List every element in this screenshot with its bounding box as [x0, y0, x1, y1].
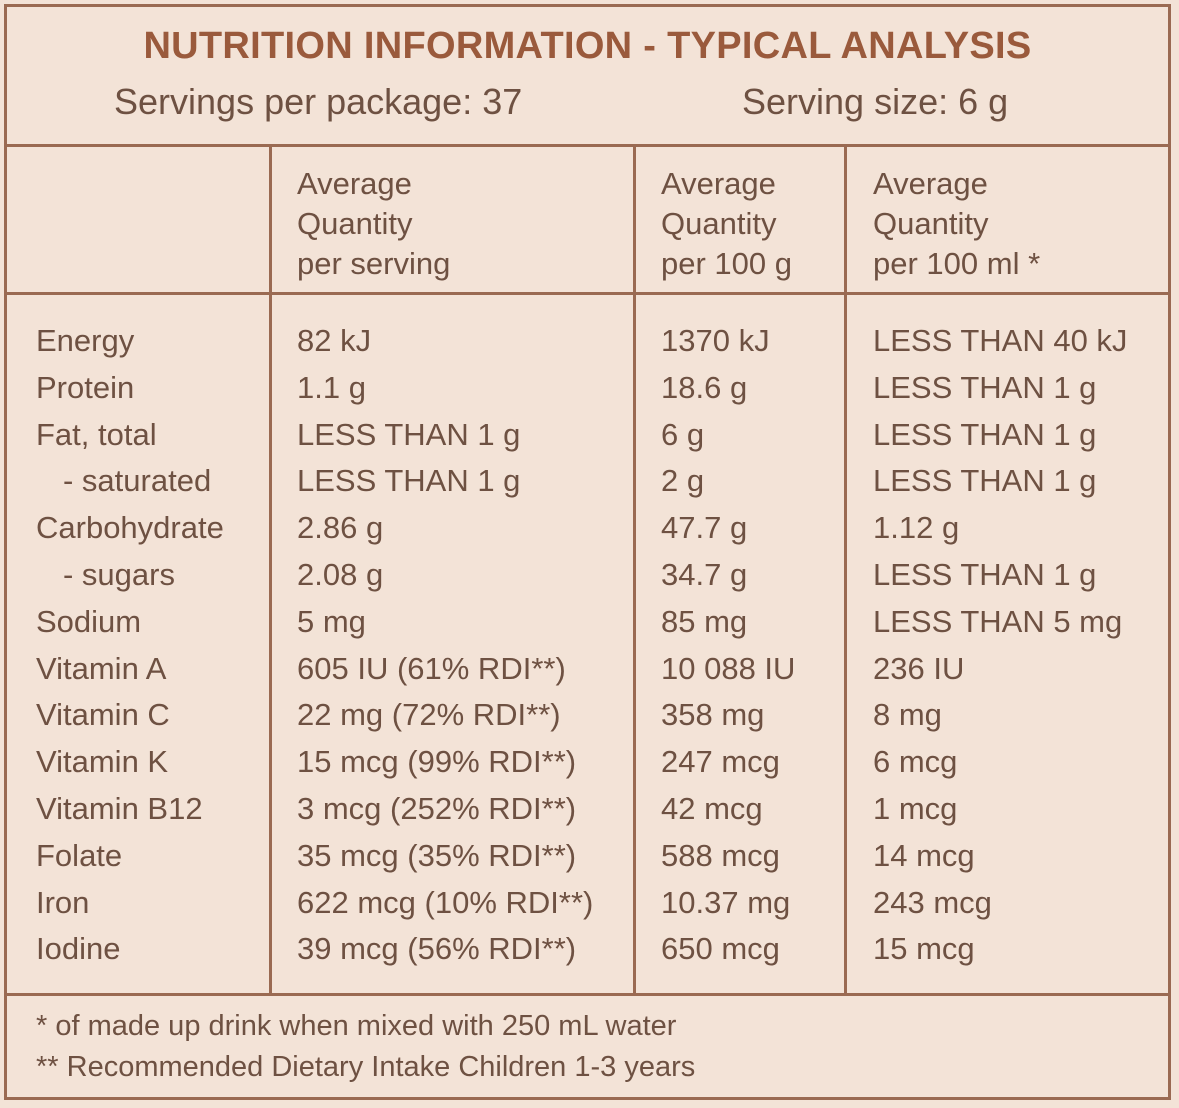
- value-per-100ml: LESS THAN 1 g: [873, 369, 1097, 405]
- column-header-line: Quantity: [873, 206, 989, 241]
- value-per-100g: 18.6 g: [661, 369, 748, 405]
- value-per-100g: 42 mcg: [661, 791, 763, 826]
- table-row: - saturated LESS THAN 1 g 2 g LESS THAN 1 g: [7, 457, 1168, 504]
- table-row: Vitamin B12 3 mcg (252% RDI**) 42 mcg 1 mcg: [7, 785, 1168, 832]
- value-per-100g: 588 mcg: [661, 837, 780, 873]
- divider-under-column-headers: [7, 292, 1168, 295]
- table-row: Iron 622 mcg (10% RDI**) 10.37 mg 243 mcg: [7, 879, 1168, 926]
- value-per-100g: 10 088 IU: [661, 650, 796, 686]
- value-per-serving: 622 mcg (10% RDI**): [297, 884, 594, 920]
- value-per-serving: 39 mcg (56% RDI**): [297, 931, 577, 967]
- nutrient-name: - sugars: [63, 557, 175, 592]
- column-header-line: per serving: [297, 246, 451, 281]
- serving-size: Serving size: 6 g: [742, 81, 1009, 122]
- nutrient-name: Folate: [36, 837, 123, 873]
- value-per-100ml: 1.12 g: [873, 510, 960, 546]
- servings-per-package: Servings per package: 37: [114, 81, 523, 122]
- value-per-100g: 47.7 g: [661, 510, 748, 546]
- table-row: Carbohydrate 2.86 g 47.7 g 1.12 g: [7, 504, 1168, 551]
- value-per-serving: 2.86 g: [297, 510, 384, 546]
- value-per-serving: 2.08 g: [297, 557, 384, 592]
- nutrient-name: Energy: [36, 323, 135, 358]
- nutrient-name: - saturated: [63, 463, 212, 499]
- column-header-line: Average: [297, 166, 412, 201]
- value-per-serving: 1.1 g: [297, 369, 366, 405]
- column-divider-3: [844, 144, 847, 996]
- value-per-100ml: LESS THAN 1 g: [873, 463, 1097, 499]
- column-divider-2: [633, 144, 636, 996]
- value-per-serving: 5 mg: [297, 603, 366, 639]
- value-per-100ml: LESS THAN 40 kJ: [873, 323, 1128, 358]
- value-per-100g: 6 g: [661, 416, 705, 452]
- value-per-100ml: LESS THAN 1 g: [873, 557, 1097, 592]
- nutrient-name: Sodium: [36, 603, 142, 639]
- divider-under-header: [7, 144, 1168, 147]
- value-per-100g: 85 mg: [661, 603, 748, 639]
- value-per-100g: 10.37 mg: [661, 884, 791, 920]
- footnote-2: ** Recommended Dietary Intake Children 1…: [36, 1051, 696, 1083]
- value-per-100g: 34.7 g: [661, 557, 748, 592]
- table-row: - sugars 2.08 g 34.7 g LESS THAN 1 g: [7, 551, 1168, 598]
- value-per-100ml: 1 mcg: [873, 791, 958, 826]
- column-header-line: per 100 ml *: [873, 246, 1041, 281]
- value-per-100ml: 243 mcg: [873, 884, 992, 920]
- value-per-100g: 650 mcg: [661, 931, 780, 967]
- value-per-serving: LESS THAN 1 g: [297, 463, 521, 499]
- value-per-serving: 22 mg (72% RDI**): [297, 697, 561, 733]
- value-per-serving: 605 IU (61% RDI**): [297, 650, 566, 686]
- value-per-serving: 15 mcg (99% RDI**): [297, 744, 577, 780]
- column-header-line: Quantity: [297, 206, 413, 241]
- nutrient-name: Vitamin C: [36, 697, 170, 733]
- table-row: Vitamin A 605 IU (61% RDI**) 10 088 IU 236 …: [7, 645, 1168, 692]
- value-per-100ml: 14 mcg: [873, 837, 975, 873]
- panel-title: NUTRITION INFORMATION - TYPICAL ANALYSIS: [143, 25, 1032, 67]
- nutrition-panel: NUTRITION INFORMATION - TYPICAL ANALYSIS…: [4, 4, 1171, 1100]
- value-per-serving: LESS THAN 1 g: [297, 416, 521, 452]
- table-row: Iodine 39 mcg (56% RDI**) 650 mcg 15 mcg: [7, 925, 1168, 972]
- table-row: Fat, total LESS THAN 1 g 6 g LESS THAN 1 g: [7, 411, 1168, 458]
- value-per-100g: 2 g: [661, 463, 705, 499]
- table-row: Folate 35 mcg (35% RDI**) 588 mcg 14 mcg: [7, 832, 1168, 879]
- divider-above-footnotes: [7, 993, 1168, 996]
- nutrient-name: Vitamin B12: [36, 791, 203, 826]
- value-per-100g: 358 mg: [661, 697, 765, 733]
- value-per-100g: 247 mcg: [661, 744, 780, 780]
- column-header-line: Average: [661, 166, 776, 201]
- column-header-per-100g: Average Quantity per 100 g: [661, 164, 792, 284]
- value-per-100ml: 6 mcg: [873, 744, 958, 780]
- column-header-line: per 100 g: [661, 246, 792, 281]
- column-divider-1: [269, 144, 272, 996]
- table-row: Sodium 5 mg 85 mg LESS THAN 5 mg: [7, 598, 1168, 645]
- table-row: Energy 82 kJ 1370 kJ LESS THAN 40 kJ: [7, 317, 1168, 364]
- nutrient-name: Vitamin K: [36, 744, 169, 780]
- nutrient-name: Protein: [36, 369, 135, 405]
- column-header-per-serving: Average Quantity per serving: [297, 164, 450, 284]
- nutrient-name: Iodine: [36, 931, 121, 967]
- value-per-100ml: LESS THAN 1 g: [873, 416, 1097, 452]
- footnote-1: * of made up drink when mixed with 250 m…: [36, 1010, 677, 1042]
- value-per-100ml: 8 mg: [873, 697, 942, 733]
- value-per-serving: 3 mcg (252% RDI**): [297, 791, 577, 826]
- value-per-100ml: 236 IU: [873, 650, 965, 686]
- table-row: Protein 1.1 g 18.6 g LESS THAN 1 g: [7, 364, 1168, 411]
- nutrient-name: Iron: [36, 884, 90, 920]
- nutrient-name: Carbohydrate: [36, 510, 224, 546]
- column-header-per-100ml: Average Quantity per 100 ml *: [873, 164, 1040, 284]
- value-per-100ml: 15 mcg: [873, 931, 975, 967]
- column-header-line: Average: [873, 166, 988, 201]
- value-per-100ml: LESS THAN 5 mg: [873, 603, 1123, 639]
- column-header-line: Quantity: [661, 206, 777, 241]
- value-per-serving: 35 mcg (35% RDI**): [297, 837, 577, 873]
- nutrient-name: Vitamin A: [36, 650, 167, 686]
- nutrient-name: Fat, total: [36, 416, 157, 452]
- value-per-serving: 82 kJ: [297, 323, 372, 358]
- table-row: Vitamin C 22 mg (72% RDI**) 358 mg 8 mg: [7, 691, 1168, 738]
- value-per-100g: 1370 kJ: [661, 323, 770, 358]
- table-row: Vitamin K 15 mcg (99% RDI**) 247 mcg 6 mcg: [7, 738, 1168, 785]
